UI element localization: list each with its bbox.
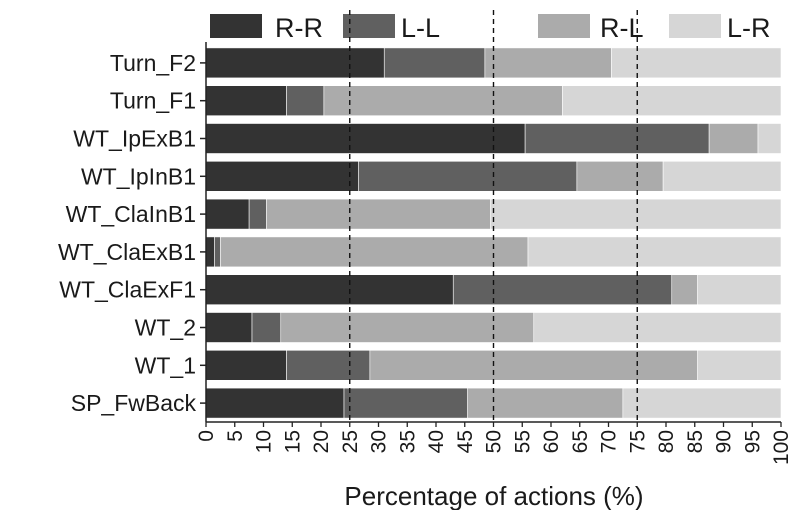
bar-sp-fwback-r-r	[205, 387, 345, 419]
legend-label-r-r: R-R	[275, 13, 323, 43]
bar-wt-1-r-l	[369, 349, 698, 381]
bar-turn-f1-r-l	[323, 85, 563, 116]
x-tick-label-30: 30	[368, 430, 391, 453]
category-label-turn-f1: Turn_F1	[110, 88, 196, 114]
bar-wt-ipinb1-r-l	[576, 161, 664, 192]
bar-wt-1-l-l	[286, 349, 371, 381]
bar-wt-ipexb1-r-r	[205, 123, 526, 154]
bar-wt-claexb1-l-r	[527, 236, 782, 268]
x-axis-label: Percentage of actions (%)	[344, 481, 643, 510]
legend-label-l-r: L-R	[727, 13, 771, 43]
bar-wt-ipexb1-l-r	[757, 123, 782, 154]
x-tick-label-10: 10	[253, 430, 276, 453]
x-tick-label-60: 60	[540, 430, 563, 453]
bar-wt-claexf1-l-l	[452, 274, 673, 306]
x-tick-label-35: 35	[396, 430, 419, 453]
bar-wt-clainb1-l-l	[248, 198, 267, 230]
bar-wt-2-r-r	[205, 312, 253, 343]
category-label-wt-2: WT_2	[135, 315, 196, 341]
bar-wt-ipexb1-r-l	[708, 123, 759, 154]
x-tick-label-95: 95	[741, 430, 764, 453]
bar-wt-claexb1-r-l	[220, 236, 529, 268]
bar-wt-clainb1-l-r	[490, 198, 782, 230]
category-label-wt-claexb1: WT_ClaExB1	[58, 239, 196, 265]
bar-wt-clainb1-r-l	[266, 198, 491, 230]
category-label-sp-fwback: SP_FwBack	[71, 390, 197, 416]
bar-wt-ipexb1-l-l	[524, 123, 710, 154]
x-tick-label-80: 80	[655, 430, 678, 453]
category-label-wt-clainb1: WT_ClaInB1	[66, 201, 196, 227]
bar-turn-f1-l-r	[562, 85, 782, 116]
legend-swatch-l-r	[669, 14, 721, 38]
bar-sp-fwback-l-r	[622, 387, 782, 419]
x-tick-label-85: 85	[684, 430, 707, 453]
bar-wt-2-l-r	[533, 312, 782, 343]
x-tick-label-15: 15	[281, 430, 304, 453]
category-label-wt-claexf1: WT_ClaExF1	[59, 277, 196, 303]
bar-wt-ipinb1-r-r	[205, 161, 359, 192]
x-tick-label-90: 90	[713, 430, 736, 453]
category-label-wt-ipexb1: WT_IpExB1	[73, 126, 196, 152]
x-tick-label-20: 20	[310, 430, 333, 453]
bar-wt-2-r-l	[280, 312, 535, 343]
bar-wt-1-l-r	[697, 349, 782, 381]
category-labels: Turn_F2 Turn_F1 WT_IpExB1 WT_IpInB1 WT_ClaIn…	[58, 50, 197, 416]
bar-wt-claexf1-l-r	[697, 274, 782, 306]
bar-wt-claexb1-l-l	[214, 236, 221, 268]
category-label-wt-1: WT_1	[135, 352, 196, 378]
bar-turn-f2-l-r	[611, 47, 782, 79]
legend-label-l-l: L-L	[401, 13, 440, 43]
bar-wt-clainb1-r-r	[205, 198, 250, 230]
x-tick-labels: 0 5 10 15 20 25 30 35 40 45 50 55 60 65 70 75 80 85 90 95 10…	[195, 422, 792, 465]
legend-swatch-r-r	[210, 14, 262, 38]
bar-turn-f2-r-l	[484, 47, 612, 79]
category-label-turn-f2: Turn_F2	[110, 50, 196, 76]
legend-label-r-l: R-L	[600, 13, 644, 43]
x-tick-label-0: 0	[195, 430, 218, 442]
reference-lines	[349, 10, 638, 422]
bar-sp-fwback-l-l	[343, 387, 468, 419]
x-tick-label-5: 5	[224, 430, 247, 442]
bar-wt-ipinb1-l-l	[358, 161, 578, 192]
bar-wt-ipinb1-l-r	[662, 161, 782, 192]
legend-swatch-r-l	[538, 14, 590, 38]
x-tick-label-100: 100	[770, 430, 792, 465]
bars	[205, 47, 782, 419]
bar-turn-f2-l-l	[383, 47, 486, 79]
bar-sp-fwback-r-l	[467, 387, 624, 419]
x-tick-label-40: 40	[425, 430, 448, 453]
x-tick-label-25: 25	[339, 430, 362, 453]
bar-wt-2-l-l	[251, 312, 282, 343]
category-label-wt-ipinb1: WT_IpInB1	[81, 163, 196, 189]
bar-turn-f1-l-l	[286, 85, 325, 116]
x-tick-label-45: 45	[454, 430, 477, 453]
bar-wt-1-r-r	[205, 349, 287, 381]
x-tick-label-70: 70	[598, 430, 621, 453]
legend: R-R L-L R-L L-R	[210, 13, 771, 43]
x-tick-label-55: 55	[511, 430, 534, 453]
x-tick-label-50: 50	[483, 430, 506, 453]
bar-wt-claexf1-r-r	[205, 274, 454, 306]
x-tick-label-65: 65	[569, 430, 592, 453]
x-tick-label-75: 75	[626, 430, 649, 453]
bar-wt-claexb1-r-r	[205, 236, 215, 268]
legend-swatch-l-l	[343, 14, 395, 38]
bar-turn-f2-r-r	[205, 47, 385, 79]
bar-wt-claexf1-r-l	[671, 274, 698, 306]
bar-turn-f1-r-r	[205, 85, 287, 116]
